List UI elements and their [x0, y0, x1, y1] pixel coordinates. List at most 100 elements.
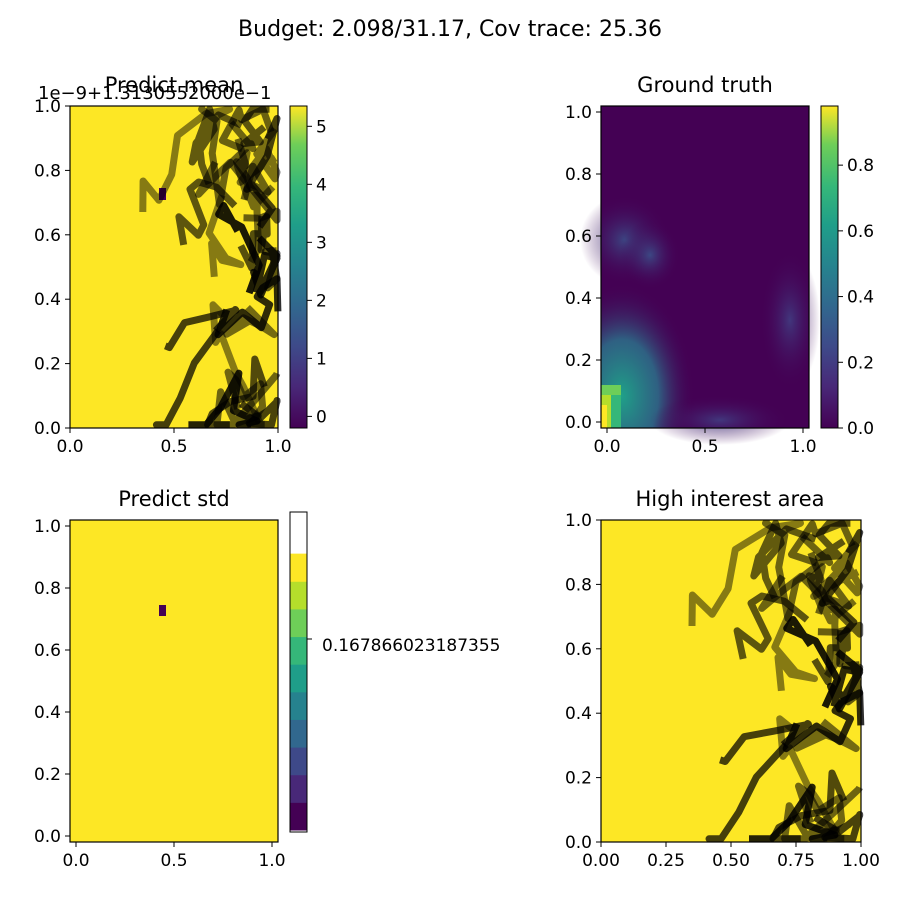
colorbar	[289, 105, 308, 429]
y-tick-label: 0.2	[34, 355, 61, 375]
colorbar	[820, 105, 839, 429]
panel-predict-mean: Predict mean 1e−9+1.3130552000e−1 0.0 0.5…	[34, 73, 327, 457]
y-tick-label: 0.4	[565, 289, 592, 309]
trajectory-segment	[705, 742, 789, 843]
trajectory-segment	[758, 572, 853, 615]
colorbar-tick-label: 1	[316, 349, 327, 369]
offset-label: 1e−9+1.3130552000e−1	[38, 83, 271, 104]
x-tick-label: 0.0	[56, 437, 83, 457]
y-tick-label: 0.6	[34, 641, 61, 661]
y-tick-label: 0.8	[565, 165, 592, 185]
y-tick-label: 0.0	[565, 833, 592, 853]
colorbar-tick-label: 0.167866023187355	[322, 636, 500, 656]
panel-high-interest-area: High interest area 0.00 0.25 0.50 0.75 1.00 0…	[565, 487, 880, 871]
trajectory-segment	[814, 519, 851, 562]
y-tick-label: 0.4	[565, 704, 592, 724]
trajectory-path	[688, 519, 865, 843]
trajectory-segment	[223, 304, 278, 339]
panel-title: Ground truth	[637, 73, 773, 97]
y-tick-label: 0.0	[34, 419, 61, 439]
x-tick-label: 0.5	[160, 437, 187, 457]
trajectory-segment	[783, 616, 841, 709]
y-tick-label: 0.8	[34, 161, 61, 181]
trajectory-segment	[841, 660, 864, 706]
colorbar-tick-label: 2	[316, 291, 327, 311]
colorbar-tick-label: 0.2	[847, 353, 874, 373]
trajectory-segment	[195, 158, 272, 201]
y-tick-label: 0.2	[565, 351, 592, 371]
trajectory-segment	[749, 783, 839, 843]
y-tick-label: 0.6	[565, 227, 592, 247]
panel-title: Predict std	[118, 487, 230, 511]
heatmap-texture	[580, 106, 820, 445]
y-tick-label: 0.2	[565, 769, 592, 789]
panel-title: High interest area	[635, 487, 824, 511]
colorbar-segment	[290, 608, 307, 638]
colorbar-segment	[290, 691, 307, 720]
colorbar-segment	[290, 747, 307, 776]
trajectory-segment	[788, 519, 856, 567]
colorbar-segment	[290, 802, 307, 831]
x-tick-label: 1.0	[258, 851, 285, 871]
trajectory-segment	[218, 105, 275, 153]
trajectory-segment	[188, 369, 261, 429]
colorbar-tick-label: 5	[316, 117, 327, 137]
y-tick-label: 0.4	[34, 703, 61, 723]
y-tick-label: 1.0	[565, 103, 592, 123]
colorbar-tick-label: 0.4	[847, 288, 874, 308]
trajectory-segment	[771, 607, 818, 692]
trajectory-segment	[152, 328, 221, 429]
colorbar	[289, 511, 308, 833]
colorbar-segment	[290, 664, 307, 693]
trajectory-segment	[719, 720, 812, 765]
x-tick-label: 0.50	[712, 851, 750, 871]
panel-ground-truth: Ground truth 0.0 0.5 1.0 0.0 0.2 0.4 0.6 0.8 1.0…	[565, 73, 874, 457]
colorbar-tick-label: 0.0	[847, 419, 874, 439]
x-tick-label: 0.00	[582, 851, 620, 871]
marker-cell	[159, 188, 166, 200]
trajectory-segment	[261, 246, 281, 292]
figure-suptitle: Budget: 2.098/31.17, Cov trace: 25.36	[238, 17, 662, 42]
x-tick-label: 0.5	[160, 851, 187, 871]
colorbar-tick-label: 0.6	[847, 222, 874, 242]
trajectory-segment	[240, 105, 270, 148]
x-tick-label: 0.75	[777, 851, 815, 871]
x-tick-label: 0.25	[647, 851, 685, 871]
colorbar-tick-label: 4	[316, 175, 327, 195]
x-tick-label: 0.0	[62, 851, 89, 871]
trajectory-segment	[209, 301, 263, 425]
colorbar-tick-label: 0.8	[847, 156, 874, 176]
heatmap-field	[70, 520, 278, 842]
x-tick-label: 0.0	[593, 437, 620, 457]
trajectory-segment	[776, 715, 842, 839]
trajectory-segment	[164, 306, 240, 351]
panel-predict-std: Predict std 0.0 0.5 1.00.00.20.40.60.81.0 …	[34, 487, 501, 871]
trajectory-segment	[793, 718, 860, 753]
trajectory-segment	[733, 592, 810, 660]
x-tick-label: 1.0	[264, 437, 291, 457]
y-tick-label: 0.6	[565, 640, 592, 660]
trajectory-path	[139, 105, 282, 429]
x-tick-label: 1.0	[789, 437, 816, 457]
y-tick-label: 0.4	[34, 290, 61, 310]
x-tick-label: 0.5	[691, 437, 718, 457]
y-tick-label: 0.0	[565, 413, 592, 433]
colorbar-segment	[290, 719, 307, 748]
y-tick-label: 1.0	[34, 517, 61, 537]
y-tick-label: 0.8	[565, 575, 592, 595]
marker-cell	[159, 605, 166, 616]
trajectory-segment	[215, 202, 263, 295]
y-tick-label: 0.6	[34, 226, 61, 246]
colorbar-tick-label: 3	[316, 233, 327, 253]
y-tick-label: 1.0	[565, 511, 592, 531]
y-tick-label: 0.2	[34, 765, 61, 785]
x-tick-label: 1.00	[842, 851, 880, 871]
colorbar-segment	[290, 774, 307, 803]
trajectory-segment	[139, 105, 234, 213]
trajectory-segment	[688, 519, 804, 627]
y-tick-label: 0.0	[34, 827, 61, 847]
trajectory-segment	[205, 194, 245, 278]
colorbar-tick-label: 0	[316, 407, 327, 427]
colorbar-segment	[290, 553, 307, 582]
